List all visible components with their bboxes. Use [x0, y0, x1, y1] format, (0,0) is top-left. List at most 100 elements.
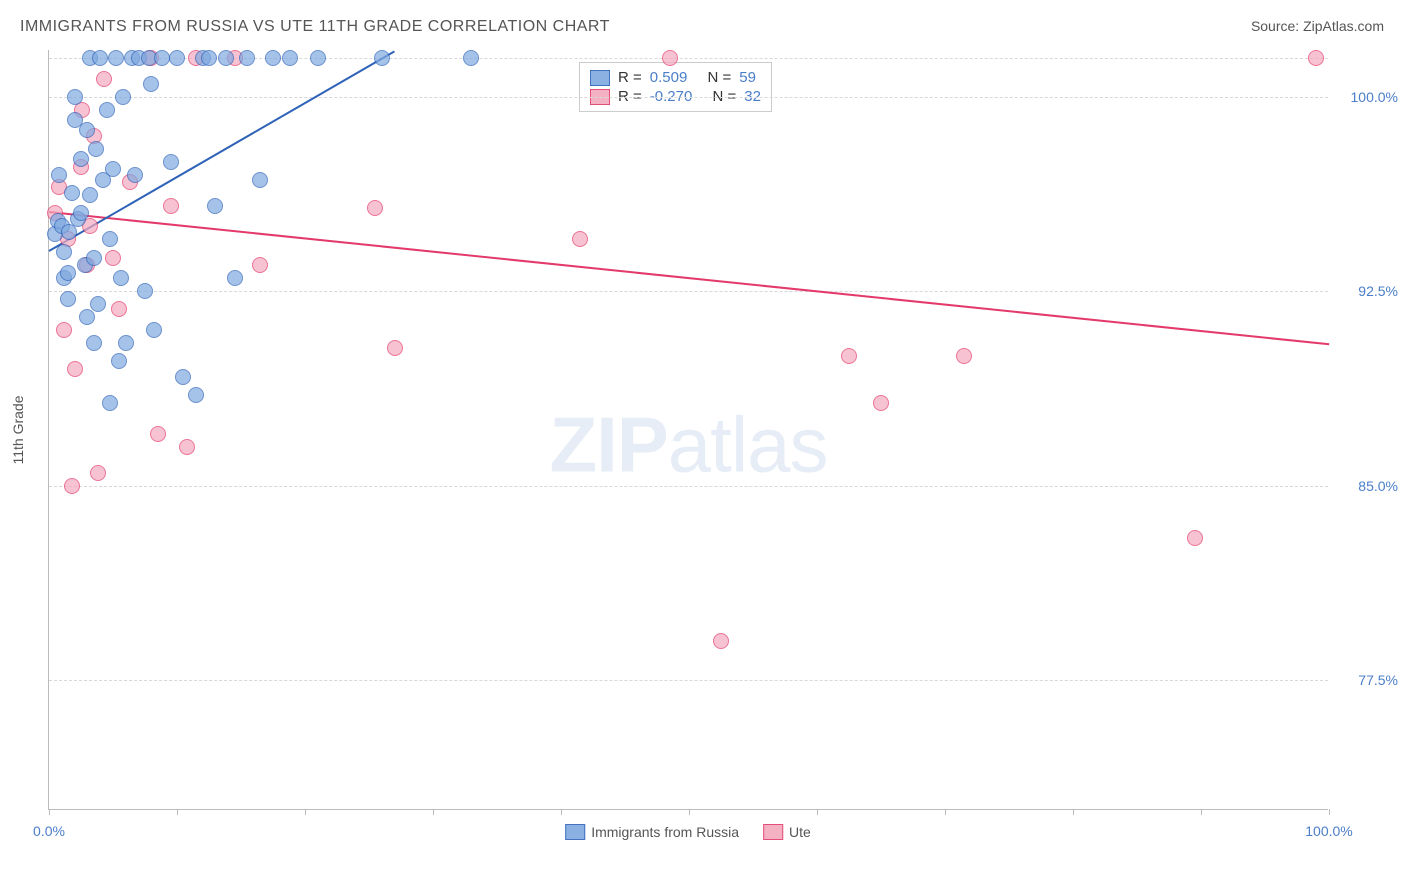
point-russia	[86, 335, 102, 351]
point-ute	[252, 257, 268, 273]
gridline	[49, 97, 1328, 98]
y-tick-label: 92.5%	[1338, 283, 1398, 299]
point-ute	[367, 200, 383, 216]
legend-item-ute: Ute	[763, 824, 811, 840]
point-ute	[56, 322, 72, 338]
chart-title: IMMIGRANTS FROM RUSSIA VS UTE 11TH GRADE…	[20, 18, 610, 36]
point-russia	[201, 50, 217, 66]
point-russia	[92, 50, 108, 66]
x-tick	[817, 809, 818, 815]
point-russia	[163, 154, 179, 170]
point-russia	[108, 50, 124, 66]
point-russia	[227, 270, 243, 286]
point-russia	[60, 265, 76, 281]
point-ute	[179, 439, 195, 455]
point-russia	[90, 296, 106, 312]
point-russia	[99, 102, 115, 118]
point-russia	[64, 185, 80, 201]
point-russia	[82, 187, 98, 203]
x-tick	[433, 809, 434, 815]
point-russia	[73, 205, 89, 221]
swatch-russia-icon	[565, 824, 585, 840]
x-tick	[177, 809, 178, 815]
point-russia	[86, 250, 102, 266]
x-tick	[1073, 809, 1074, 815]
point-russia	[56, 244, 72, 260]
point-russia	[102, 395, 118, 411]
point-ute	[1308, 50, 1324, 66]
gridline	[49, 486, 1328, 487]
point-russia	[463, 50, 479, 66]
legend-label-ute: Ute	[789, 824, 811, 840]
point-ute	[713, 633, 729, 649]
legend-label-russia: Immigrants from Russia	[591, 824, 739, 840]
x-tick-label: 100.0%	[1305, 823, 1352, 839]
point-russia	[265, 50, 281, 66]
point-ute	[111, 301, 127, 317]
gridline	[49, 291, 1328, 292]
watermark: ZIPatlas	[549, 399, 827, 490]
point-russia	[146, 322, 162, 338]
x-tick	[305, 809, 306, 815]
point-ute	[841, 348, 857, 364]
point-russia	[175, 369, 191, 385]
swatch-russia-icon	[590, 70, 610, 86]
x-tick	[945, 809, 946, 815]
point-russia	[118, 335, 134, 351]
plot-area: ZIPatlas R = 0.509 N = 59 R = -0.270 N =…	[48, 50, 1328, 810]
point-ute	[572, 231, 588, 247]
point-ute	[1187, 530, 1203, 546]
point-ute	[96, 71, 112, 87]
point-russia	[102, 231, 118, 247]
point-russia	[207, 198, 223, 214]
point-russia	[282, 50, 298, 66]
point-ute	[662, 50, 678, 66]
point-russia	[252, 172, 268, 188]
x-tick	[1329, 809, 1330, 815]
point-russia	[218, 50, 234, 66]
legend-series: Immigrants from Russia Ute	[565, 824, 811, 840]
point-russia	[143, 76, 159, 92]
point-russia	[111, 353, 127, 369]
point-ute	[150, 426, 166, 442]
point-ute	[67, 361, 83, 377]
point-russia	[73, 151, 89, 167]
y-axis-title: 11th Grade	[10, 395, 26, 464]
point-ute	[105, 250, 121, 266]
point-russia	[79, 309, 95, 325]
point-russia	[113, 270, 129, 286]
point-russia	[105, 161, 121, 177]
point-ute	[163, 198, 179, 214]
point-russia	[127, 167, 143, 183]
point-russia	[169, 50, 185, 66]
point-russia	[79, 122, 95, 138]
point-russia	[115, 89, 131, 105]
point-ute	[873, 395, 889, 411]
point-russia	[239, 50, 255, 66]
point-russia	[51, 167, 67, 183]
x-tick-label: 0.0%	[33, 823, 65, 839]
point-ute	[387, 340, 403, 356]
x-tick	[561, 809, 562, 815]
point-russia	[374, 50, 390, 66]
gridline	[49, 680, 1328, 681]
point-ute	[90, 465, 106, 481]
point-ute	[64, 478, 80, 494]
y-tick-label: 77.5%	[1338, 672, 1398, 688]
point-russia	[188, 387, 204, 403]
x-tick	[689, 809, 690, 815]
point-russia	[67, 89, 83, 105]
point-russia	[310, 50, 326, 66]
x-tick	[1201, 809, 1202, 815]
source-label: Source: ZipAtlas.com	[1251, 18, 1384, 34]
point-russia	[154, 50, 170, 66]
y-tick-label: 85.0%	[1338, 478, 1398, 494]
plot-wrap: 11th Grade ZIPatlas R = 0.509 N = 59 R =…	[48, 50, 1328, 810]
point-russia	[60, 291, 76, 307]
legend-correlation: R = 0.509 N = 59 R = -0.270 N = 32	[579, 62, 772, 112]
legend-item-russia: Immigrants from Russia	[565, 824, 739, 840]
point-russia	[137, 283, 153, 299]
point-russia	[88, 141, 104, 157]
legend-row-russia: R = 0.509 N = 59	[590, 69, 761, 86]
y-tick-label: 100.0%	[1338, 89, 1398, 105]
